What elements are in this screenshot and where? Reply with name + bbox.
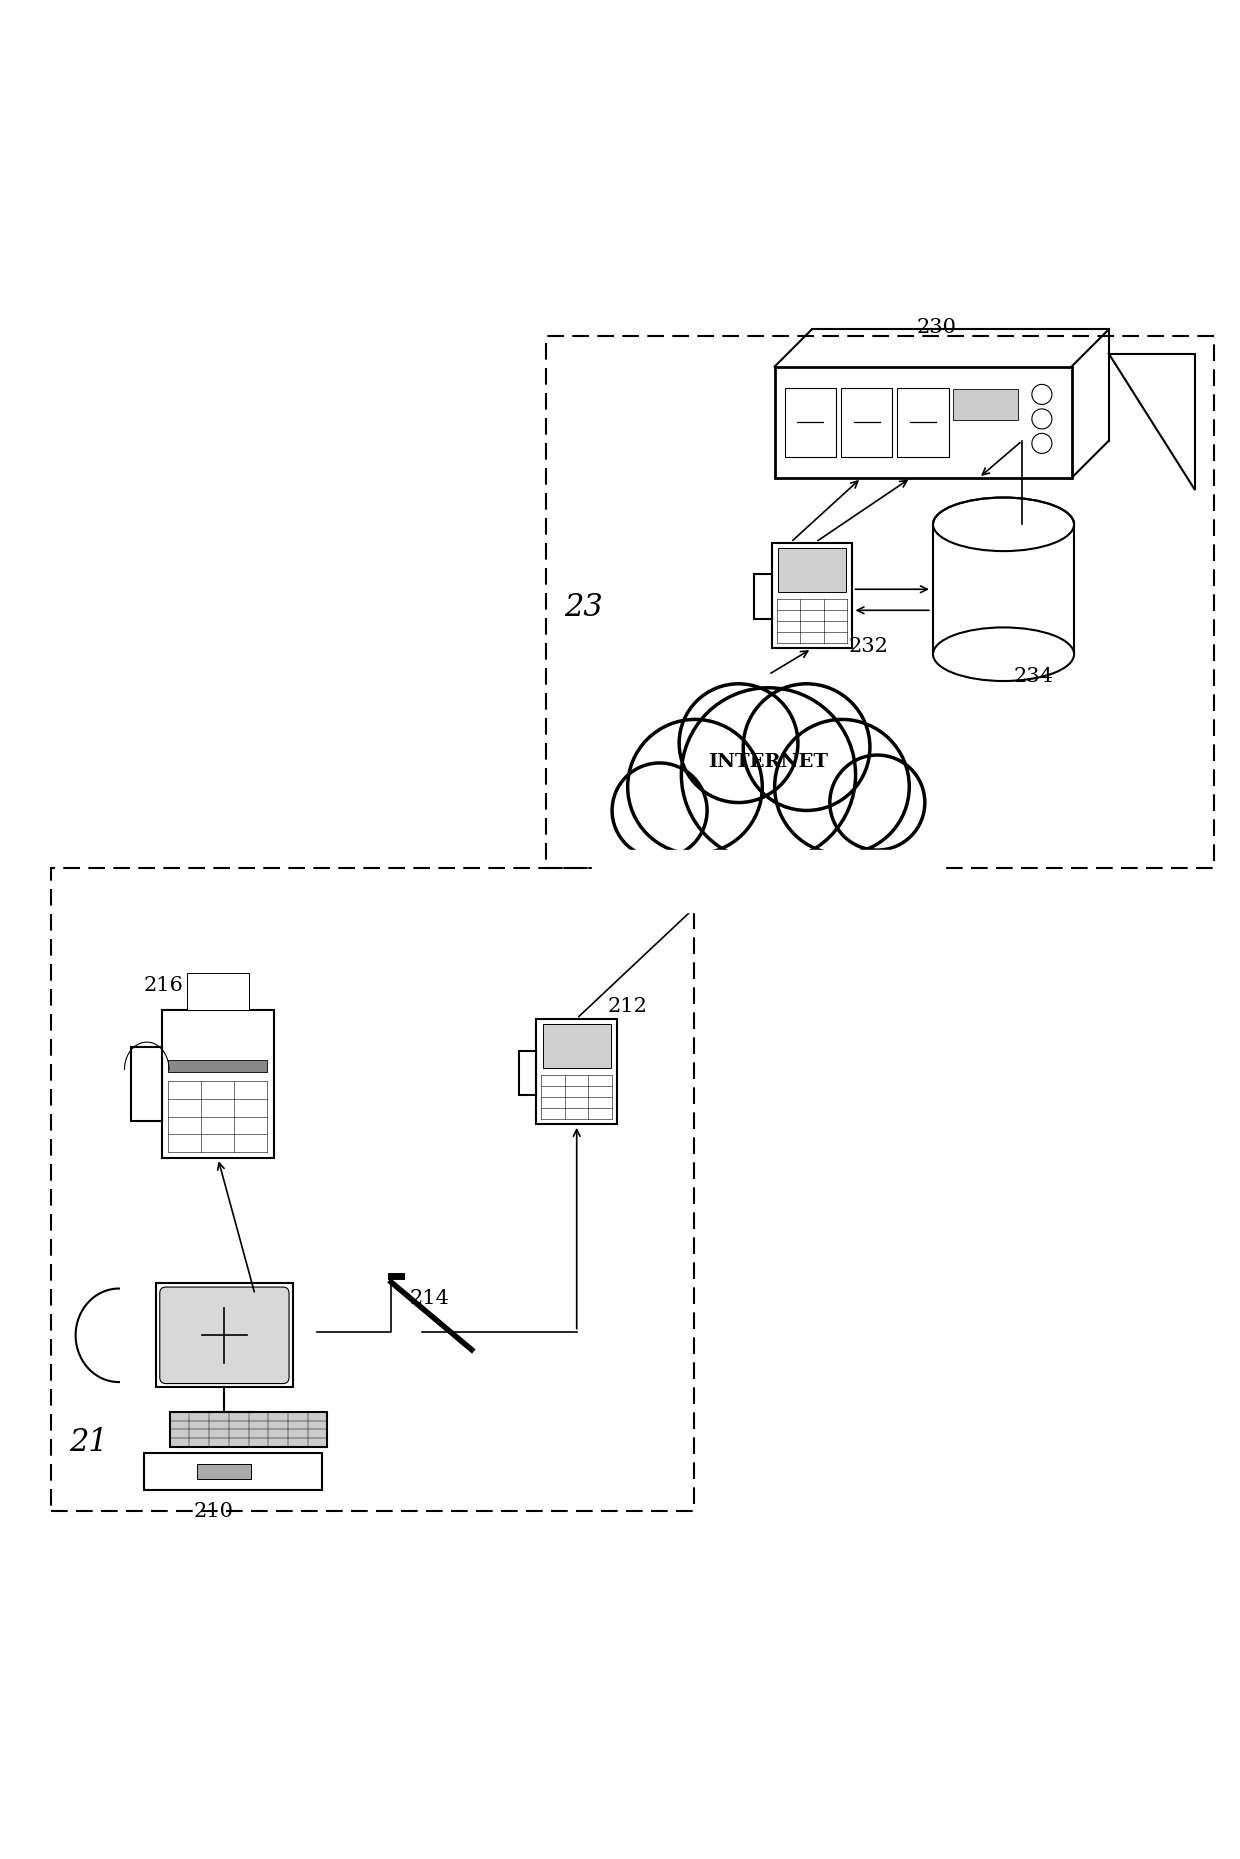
FancyBboxPatch shape bbox=[162, 1009, 274, 1158]
FancyBboxPatch shape bbox=[170, 1413, 327, 1446]
Text: 212: 212 bbox=[608, 998, 647, 1017]
Circle shape bbox=[681, 688, 856, 863]
Ellipse shape bbox=[932, 628, 1074, 680]
FancyBboxPatch shape bbox=[156, 1283, 293, 1387]
FancyBboxPatch shape bbox=[537, 1019, 618, 1125]
Text: 232: 232 bbox=[849, 638, 889, 656]
Circle shape bbox=[775, 719, 909, 853]
Text: 214: 214 bbox=[409, 1290, 450, 1309]
Circle shape bbox=[627, 719, 763, 853]
FancyBboxPatch shape bbox=[898, 389, 949, 457]
Circle shape bbox=[743, 684, 870, 811]
FancyBboxPatch shape bbox=[952, 389, 1018, 420]
FancyBboxPatch shape bbox=[520, 1050, 537, 1095]
FancyBboxPatch shape bbox=[197, 1465, 250, 1478]
Circle shape bbox=[680, 684, 797, 803]
FancyBboxPatch shape bbox=[144, 1454, 322, 1489]
Ellipse shape bbox=[932, 498, 1074, 550]
Text: 21: 21 bbox=[69, 1428, 108, 1459]
Text: 210: 210 bbox=[193, 1502, 233, 1521]
FancyBboxPatch shape bbox=[187, 972, 248, 1009]
FancyBboxPatch shape bbox=[169, 1060, 268, 1073]
FancyBboxPatch shape bbox=[785, 389, 836, 457]
Text: 23: 23 bbox=[564, 593, 603, 623]
FancyBboxPatch shape bbox=[841, 389, 893, 457]
Text: 230: 230 bbox=[916, 318, 957, 336]
Circle shape bbox=[1032, 433, 1052, 454]
Circle shape bbox=[830, 755, 925, 850]
Circle shape bbox=[613, 762, 707, 859]
Circle shape bbox=[1032, 385, 1052, 405]
Circle shape bbox=[1032, 409, 1052, 429]
FancyBboxPatch shape bbox=[775, 366, 1071, 478]
FancyBboxPatch shape bbox=[754, 574, 771, 619]
FancyBboxPatch shape bbox=[543, 1024, 611, 1069]
Text: 234: 234 bbox=[1013, 667, 1053, 686]
FancyBboxPatch shape bbox=[160, 1286, 289, 1383]
Polygon shape bbox=[1109, 355, 1195, 491]
Text: 216: 216 bbox=[144, 976, 184, 995]
Text: INTERNET: INTERNET bbox=[708, 753, 828, 771]
FancyBboxPatch shape bbox=[777, 548, 846, 591]
FancyBboxPatch shape bbox=[131, 1047, 162, 1121]
FancyBboxPatch shape bbox=[932, 524, 1074, 654]
FancyBboxPatch shape bbox=[771, 543, 852, 649]
